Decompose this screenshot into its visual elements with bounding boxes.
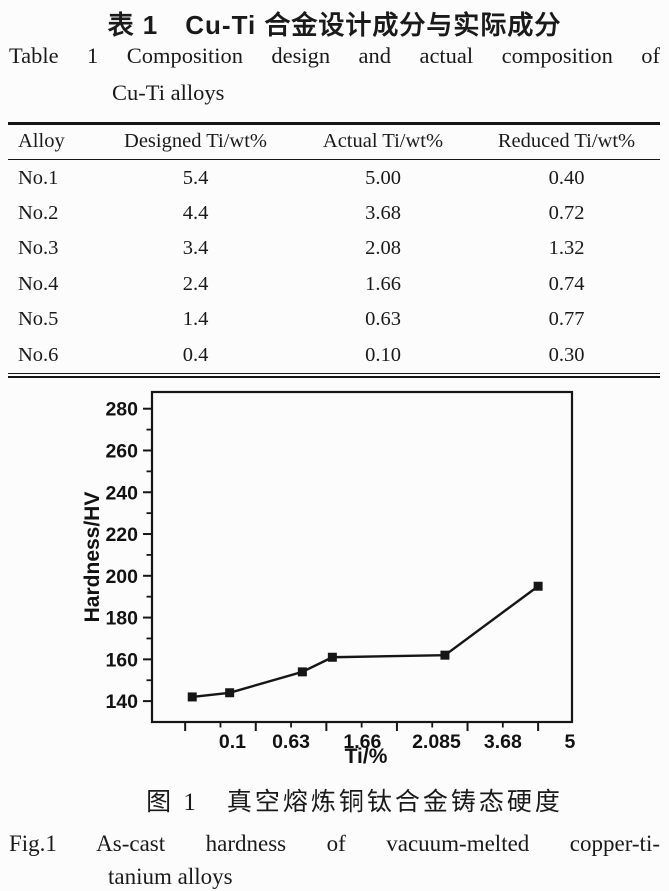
data-point-marker (440, 650, 450, 660)
data-point-marker (533, 581, 543, 591)
table-header-row: Alloy Designed Ti/wt% Actual Ti/wt% Redu… (8, 125, 660, 159)
hardness-chart: 140 160 180 200 220 240 260 280 0.1 0.63 1.66 2.085… (81, 390, 575, 768)
table-cell: 5.00 (365, 166, 401, 189)
table-title-zh: 表 1 Cu-Ti 合金设计成分与实际成分 (107, 10, 562, 40)
table-cell: 2.4 (182, 272, 209, 295)
x-axis-tick-label: 2.085 (412, 731, 461, 753)
table-cell: 0.40 (548, 166, 585, 189)
y-axis-tick-label: 200 (105, 566, 138, 588)
x-axis-tick-label: 5 (564, 731, 575, 753)
table-cell: 0.4 (182, 343, 209, 366)
table-cell: 2.08 (365, 237, 401, 260)
col-header-alloy: Alloy (18, 130, 65, 153)
table-cell: No.1 (18, 166, 59, 189)
table-cell: 0.30 (548, 343, 585, 366)
table-row: No.4 2.4 1.66 0.74 (8, 267, 660, 302)
y-axis-tick-label: 240 (105, 482, 138, 504)
data-point-marker (297, 667, 307, 677)
y-axis-tick-label: 220 (105, 524, 138, 546)
table-cell: No.4 (18, 272, 59, 295)
data-series-line (192, 585, 539, 699)
y-axis-tick-label: 280 (105, 399, 138, 421)
col-header-designed: Designed Ti/wt% (124, 130, 267, 153)
composition-table: Alloy Designed Ti/wt% Actual Ti/wt% Redu… (8, 122, 660, 378)
data-point-marker (327, 652, 337, 662)
table-cell: 0.72 (548, 201, 585, 224)
chart-plot-border (150, 390, 574, 724)
y-axis-tick-label: 260 (105, 440, 138, 462)
table-title-en-line1: Table 1 Composition design and actual co… (9, 43, 660, 68)
table-cell: No.3 (18, 237, 59, 260)
table-cell: No.2 (18, 201, 59, 224)
table-body: No.1 5.4 5.00 0.40 No.2 4.4 3.68 0.72 No.3 3.4 2.0… (8, 160, 660, 372)
data-point-marker (187, 692, 197, 702)
x-axis-tick-label: 0.1 (219, 731, 246, 753)
table-row: No.6 0.4 0.10 0.30 (8, 337, 660, 372)
table-row: No.2 4.4 3.68 0.72 (8, 196, 660, 231)
table-cell: 0.74 (548, 272, 585, 295)
table-bottom-rule-upper (8, 372, 660, 375)
table-cell: 1.32 (548, 237, 585, 260)
table-cell: 0.10 (365, 343, 401, 366)
x-axis-tick-label: 1.66 (343, 731, 381, 753)
table-row: No.5 1.4 0.63 0.77 (8, 302, 660, 337)
table-title-en-line2: Cu-Ti alloys (112, 80, 225, 105)
data-point-marker (225, 688, 235, 698)
col-header-actual: Actual Ti/wt% (322, 130, 444, 153)
figure-caption-en-line1: Fig.1 As-cast hardness of vacuum-melted … (9, 831, 660, 856)
table-cell: 3.68 (365, 201, 401, 224)
figure-caption-zh: 图 1 真空熔炼铜钛合金铸态硬度 (146, 789, 563, 816)
col-header-reduced: Reduced Ti/wt% (497, 130, 636, 153)
figure-caption-en-line2: tanium alloys (108, 864, 233, 889)
x-axis-tick-label: 3.68 (484, 731, 522, 753)
x-axis-label: Ti/% (345, 745, 388, 768)
y-axis-tick-label: 160 (105, 649, 138, 671)
table-cell: 0.77 (548, 308, 585, 331)
table-cell: 1.4 (182, 308, 209, 331)
y-axis-label: Hardness/HV (81, 492, 104, 623)
table-cell: 0.63 (365, 308, 401, 331)
table-cell: No.6 (18, 343, 59, 366)
table-header-rule (8, 158, 660, 161)
table-cell: 1.66 (365, 272, 401, 295)
y-axis-tick-label: 140 (105, 691, 138, 713)
table-row: No.1 5.4 5.00 0.40 (8, 160, 660, 195)
x-axis-tick-label: 0.63 (272, 731, 310, 753)
table-cell: 4.4 (182, 201, 209, 224)
table-cell: 5.4 (182, 166, 209, 189)
table-row: No.3 3.4 2.08 1.32 (8, 231, 660, 266)
table-bottom-rule-lower (8, 376, 660, 378)
y-axis-tick-label: 180 (105, 608, 138, 630)
table-cell: No.5 (18, 308, 59, 331)
table-top-rule (8, 122, 660, 125)
table-cell: 3.4 (182, 237, 209, 260)
